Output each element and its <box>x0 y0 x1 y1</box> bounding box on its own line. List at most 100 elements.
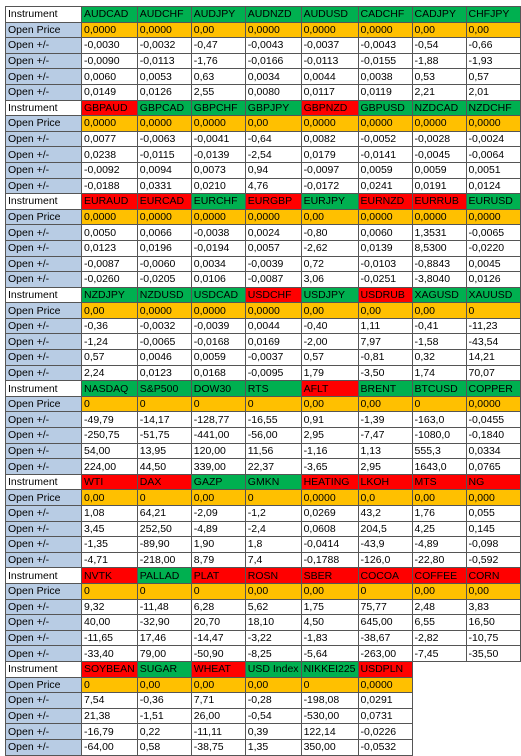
open-delta-label: Open +/- <box>5 349 82 366</box>
instrument-name-cell: AUDJPY <box>190 6 246 23</box>
open-delta-row: Open +/- -0,36 -0,0032 -0,0039 0,0044 -0,40 1,… <box>5 317 521 335</box>
open-delta-cell: -1,76 <box>190 52 246 70</box>
open-delta-cell: 2,21 <box>411 83 467 101</box>
open-price-cell: 0,0000 <box>136 21 192 39</box>
open-delta-cell: 8,79 <box>190 551 246 569</box>
empty-cell <box>412 677 467 693</box>
instrument-name-cell: USDCAD <box>190 286 246 304</box>
open-delta-cell: -0,0139 <box>190 146 246 163</box>
instrument-header-row: Instrument NZDJPY NZDUSD USDCAD USDCHF USDJPY… <box>5 286 521 304</box>
open-delta-cell: 0,0034 <box>190 255 246 273</box>
open-delta-label: Open +/- <box>5 177 82 195</box>
open-delta-cell: -51,75 <box>136 427 192 444</box>
open-delta-cell: 7,97 <box>357 333 413 351</box>
open-delta-cell: -0,0205 <box>136 271 192 288</box>
open-price-cell: 0,0000 <box>465 208 521 226</box>
instrument-name-cell: WTI <box>81 473 138 491</box>
open-delta-cell: 0,0731 <box>357 707 413 725</box>
open-delta-cell: 26,00 <box>190 707 246 725</box>
open-price-cell: 0,0000 <box>357 21 413 39</box>
open-delta-cell: 1,8 <box>244 536 302 553</box>
open-price-row: Open Price 0 0,00 0,00 0,00 0 0,0000 <box>5 676 521 694</box>
open-delta-cell: -0,0045 <box>411 146 467 163</box>
instrument-name-cell: CHFJPY <box>465 6 521 23</box>
instrument-name-cell: MTS <box>411 473 467 491</box>
instrument-name-cell: EURGBP <box>244 193 302 210</box>
open-delta-cell: -16,55 <box>244 411 302 429</box>
instrument-name-cell: S&P500 <box>136 380 192 397</box>
instrument-header-row: Instrument WTI DAX GAZP GMKN HEATING LKOH MTS NG <box>5 473 521 491</box>
open-delta-row: Open +/- 0,0050 0,0066 -0,0038 0,0024 -0,80 0,… <box>5 224 521 241</box>
open-delta-cell: 1,90 <box>190 536 246 553</box>
open-price-cell: 0,00 <box>300 302 359 319</box>
open-delta-cell: -50,90 <box>190 645 246 662</box>
open-price-cell: 0 <box>136 489 192 506</box>
open-delta-cell: -1,93 <box>465 52 521 70</box>
open-delta-label: Open +/- <box>5 130 82 148</box>
open-delta-row: Open +/- -0,0087 -0,0060 0,0034 -0,0039 0,72-… <box>5 255 521 273</box>
instrument-name-cell: NZDCAD <box>411 99 467 117</box>
open-delta-row: Open +/- -0,0260 -0,0205 0,0106 -0,0087 3,06-… <box>5 271 521 288</box>
open-delta-cell: -64,00 <box>81 738 138 756</box>
open-delta-label: Open +/- <box>5 68 82 85</box>
instrument-name-cell: LKOH <box>357 473 413 491</box>
open-price-cell: 0,00 <box>81 489 138 506</box>
instrument-name-cell: NIKKEI225 <box>300 660 359 678</box>
open-price-cell: 0,00 <box>411 302 467 319</box>
open-delta-label: Open +/- <box>5 458 82 475</box>
open-delta-cell: 0,0191 <box>411 177 467 195</box>
open-delta-cell: -163,0 <box>411 411 467 429</box>
open-delta-cell: 75,77 <box>357 598 413 616</box>
instrument-name-cell: EURUSD <box>465 193 521 210</box>
instrument-name-cell: NZDCHF <box>465 99 521 117</box>
open-delta-cell: -0,36 <box>81 317 138 335</box>
open-delta-row: Open +/- -11,65 17,46 -14,47 -3,22 -1,83 -38,6… <box>5 629 521 647</box>
open-delta-cell: 0,0077 <box>81 130 138 148</box>
open-delta-cell: -0,81 <box>357 349 413 366</box>
open-delta-row: Open +/- 0,0149 0,0126 2,55 0,0080 0,0117 0,01… <box>5 83 521 101</box>
open-delta-cell: 54,00 <box>81 442 138 460</box>
instrument-label: Instrument <box>5 473 82 491</box>
instrument-name-cell: EURCAD <box>136 193 192 210</box>
open-delta-cell: -0,0060 <box>136 255 192 273</box>
open-delta-cell: -0,0095 <box>244 364 302 382</box>
open-delta-cell: -0,80 <box>300 224 359 241</box>
open-price-label: Open Price <box>5 302 82 319</box>
open-price-cell: 0,00 <box>81 302 138 319</box>
open-delta-cell: 0,94 <box>244 161 302 179</box>
open-price-row: Open Price 0,0000 0,0000 0,00 0,0000 0,0000 0,… <box>5 21 521 39</box>
open-delta-cell: 0,0082 <box>300 130 359 148</box>
instrument-name-cell: SUGAR <box>136 660 192 678</box>
open-delta-cell: -1,16 <box>300 442 359 460</box>
instrument-name-cell: AUDCAD <box>81 6 138 23</box>
open-price-cell: 0,00 <box>357 395 413 413</box>
open-delta-label: Open +/- <box>5 551 82 569</box>
open-delta-row: Open +/- -0,0092 0,0094 0,0073 0,94 -0,0097 0,… <box>5 161 521 179</box>
open-price-cell: 0 <box>300 676 359 694</box>
instrument-name-cell: EURNZD <box>357 193 413 210</box>
open-delta-row: Open +/- -1,35 -89,90 1,90 1,8 -0,0414 -43,9 -4… <box>5 536 521 553</box>
open-delta-cell: -0,0032 <box>136 317 192 335</box>
instrument-name-cell: USDRUB <box>357 286 413 304</box>
open-delta-cell: 1,79 <box>300 364 359 382</box>
open-delta-row: Open +/- -64,00 0,58 -38,75 1,35 350,00 -0,053… <box>5 738 521 756</box>
open-delta-label: Open +/- <box>5 411 82 429</box>
open-delta-label: Open +/- <box>5 738 82 756</box>
open-delta-cell: 0,72 <box>300 255 359 273</box>
open-price-cell: 0,0000 <box>244 302 302 319</box>
open-delta-cell: -0,0063 <box>136 130 192 148</box>
open-price-cell: 0,00 <box>357 302 413 319</box>
open-delta-cell: -0,0172 <box>300 177 359 195</box>
open-delta-cell: -32,90 <box>136 614 192 631</box>
open-delta-cell: 13,95 <box>136 442 192 460</box>
open-delta-row: Open +/- 0,0060 0,0053 0,63 0,0034 0,0044 0,00… <box>5 68 521 85</box>
instrument-label: Instrument <box>5 6 82 23</box>
open-delta-cell: 2,48 <box>411 598 467 616</box>
instrument-name-cell: NVTK <box>81 567 138 584</box>
instrument-name-cell: NZDUSD <box>136 286 192 304</box>
open-delta-cell: -0,1788 <box>300 551 359 569</box>
open-delta-cell: 0,0059 <box>190 349 246 366</box>
open-delta-cell: -38,67 <box>357 629 413 647</box>
instrument-header-row: Instrument NVTK PALLAD PLAT ROSN SBER COCOA COF… <box>5 567 521 584</box>
open-delta-cell: -0,0087 <box>244 271 302 288</box>
